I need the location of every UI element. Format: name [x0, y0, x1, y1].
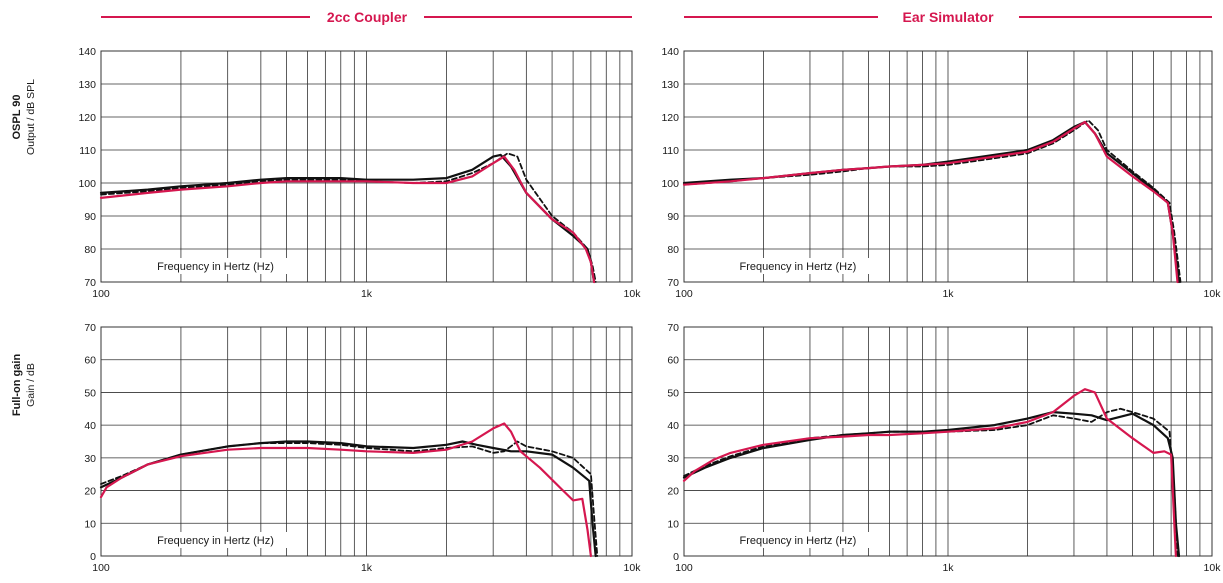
xlabel-backing — [725, 532, 870, 548]
y-tick-label: 30 — [84, 453, 96, 465]
y-tick-label: 50 — [84, 387, 96, 399]
x-tick-label: 100 — [92, 288, 110, 300]
x-tick-label: 1k — [361, 562, 373, 574]
row-label-full-on-gain-name: Full-on gain — [11, 354, 23, 417]
series-line-red-solid — [99, 422, 593, 558]
y-tick-label: 130 — [78, 79, 96, 91]
y-tick-label: 10 — [84, 518, 96, 530]
xlabel-backing — [143, 258, 288, 274]
y-tick-label: 100 — [661, 178, 679, 190]
y-tick-label: 0 — [90, 551, 96, 563]
plot-frame — [683, 50, 1213, 283]
plot-frame — [100, 326, 633, 557]
y-tick-label: 70 — [667, 322, 679, 334]
row-label-full-on-gain-unit: Gain / dB — [25, 363, 37, 407]
x-tick-label: 100 — [92, 562, 110, 574]
y-tick-label: 40 — [667, 420, 679, 432]
row-label-full-on-gain-svg: Full-on gain Gain / dB — [11, 354, 37, 417]
row-label-full-on-gain: Full-on gain Gain / dB — [4, 330, 44, 445]
y-tick-label: 60 — [667, 355, 679, 367]
y-tick-label: 130 — [661, 79, 679, 91]
row-label-ospl90-unit: Output / dB SPL — [25, 79, 37, 155]
row-label-ospl90-svg: OSPL 90 Output / dB SPL — [11, 79, 37, 155]
series-line-red-solid — [682, 120, 1179, 284]
series-line-black-dashed — [100, 440, 599, 557]
y-tick-label: 140 — [661, 46, 679, 58]
y-tick-label: 110 — [79, 145, 96, 157]
x-axis-label: Frequency in Hertz (Hz) — [157, 535, 274, 547]
y-tick-label: 20 — [84, 486, 96, 498]
header-ear-simulator: Ear Simulator — [684, 9, 1212, 25]
x-tick-label: 10k — [624, 562, 642, 574]
y-tick-label: 120 — [661, 112, 679, 124]
x-tick-label: 100 — [675, 562, 693, 574]
x-tick-label: 10k — [1204, 288, 1222, 300]
row-label-ospl90-name: OSPL 90 — [11, 94, 23, 139]
y-tick-label: 40 — [84, 420, 96, 432]
x-axis-label: Frequency in Hertz (Hz) — [157, 261, 274, 273]
y-tick-label: 70 — [84, 277, 96, 289]
header-ear-title: Ear Simulator — [902, 9, 994, 25]
y-tick-label: 50 — [667, 387, 679, 399]
y-tick-label: 110 — [662, 145, 679, 157]
y-tick-label: 70 — [84, 322, 96, 334]
y-tick-label: 80 — [84, 244, 96, 256]
plot-frame — [100, 50, 633, 283]
header-2cc-coupler: 2cc Coupler — [101, 9, 632, 25]
chart-ospl-2cc: 70 80 90 100 110 120 130 140 100 1k 10k Frequency i… — [78, 46, 641, 300]
x-tick-label: 100 — [675, 288, 693, 300]
y-tick-label: 30 — [667, 453, 679, 465]
series-line-black-dashed — [683, 119, 1182, 283]
y-tick-label: 90 — [84, 211, 96, 223]
x-tick-label: 1k — [361, 288, 373, 300]
plot-frame — [683, 326, 1213, 557]
y-tick-label: 0 — [673, 551, 679, 563]
y-tick-label: 120 — [78, 112, 96, 124]
x-tick-label: 10k — [1204, 562, 1222, 574]
x-axis-label: Frequency in Hertz (Hz) — [739, 261, 856, 273]
chart-ospl-ear: 70 80 90 100 110 120 130 140 100 1k 10k Frequency i… — [661, 46, 1221, 300]
y-tick-label: 80 — [667, 244, 679, 256]
y-tick-label: 140 — [78, 46, 96, 58]
series-line-red-solid — [99, 155, 596, 284]
x-tick-label: 1k — [942, 288, 954, 300]
series-line-black-solid — [682, 411, 1181, 558]
series-line-black-solid — [99, 153, 596, 284]
header-2cc-title: 2cc Coupler — [327, 9, 408, 25]
x-tick-label: 10k — [624, 288, 642, 300]
y-tick-label: 100 — [78, 178, 96, 190]
y-tick-label: 60 — [84, 355, 96, 367]
y-tick-label: 10 — [667, 518, 679, 530]
xlabel-backing — [725, 258, 870, 274]
x-tick-label: 1k — [942, 562, 954, 574]
xlabel-backing — [143, 532, 288, 548]
y-tick-label: 70 — [667, 277, 679, 289]
chart-gain-2cc: 0 10 20 30 40 50 60 70 100 1k 10k Frequency in Hert… — [84, 322, 641, 574]
series-line-red-solid — [682, 388, 1178, 558]
y-tick-label: 20 — [667, 486, 679, 498]
chart-gain-ear: 0 10 20 30 40 50 60 70 100 1k 10k Frequency in Hert… — [667, 322, 1221, 574]
x-axis-label: Frequency in Hertz (Hz) — [739, 535, 856, 547]
y-tick-label: 90 — [667, 211, 679, 223]
row-label-ospl90: OSPL 90 Output / dB SPL — [4, 62, 44, 177]
